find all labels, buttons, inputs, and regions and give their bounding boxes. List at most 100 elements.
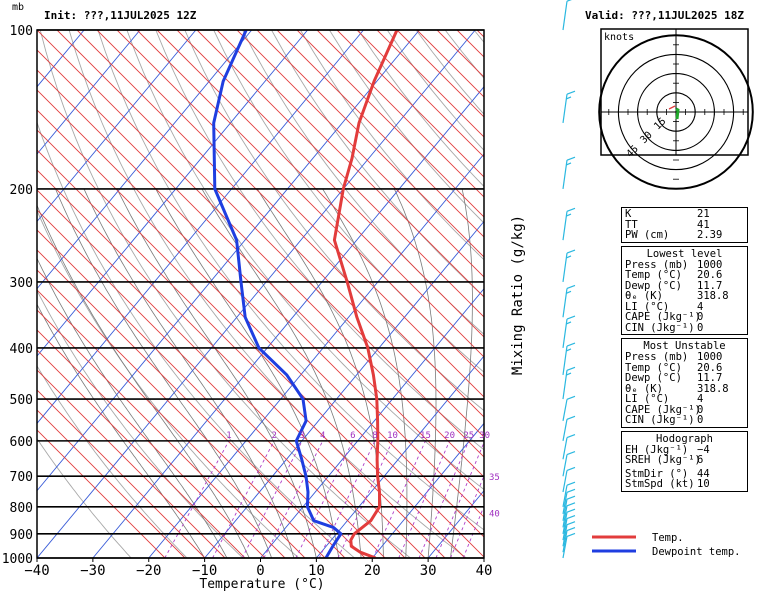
adiabat-line xyxy=(37,69,484,518)
mixing-ratio-line xyxy=(318,440,376,558)
hodograph-index-value: 10 xyxy=(697,478,710,490)
isotherm xyxy=(37,30,141,155)
x-tick-label: −20 xyxy=(136,563,161,579)
mixing-ratio-label: 35 xyxy=(489,473,500,483)
adiabat-line xyxy=(37,309,286,558)
hodograph-indices-box: Hodograph EH (Jkg⁻¹) −4 SREH (Jkg⁻¹) 6 StmDi… xyxy=(621,430,748,492)
general-index-row: K 21 xyxy=(625,209,744,220)
wind-barb xyxy=(562,395,576,422)
wind-barb xyxy=(562,434,576,460)
general-index-value: 21 xyxy=(697,208,710,220)
mixing-ratio-line xyxy=(435,441,484,558)
mixing-ratio-label: 1 xyxy=(226,431,231,441)
moist-adiabat xyxy=(55,188,273,558)
dry-adiabat xyxy=(184,30,484,412)
mixing-ratio-line xyxy=(462,504,484,558)
adiabat-line xyxy=(37,269,326,558)
isotherm xyxy=(37,30,420,492)
adiabat-line xyxy=(37,369,226,558)
hodograph-index-label: EH (Jkg⁻¹) xyxy=(625,443,689,456)
wind-barb xyxy=(562,284,576,318)
wind-barb xyxy=(562,0,572,31)
mixing-ratio-line xyxy=(295,440,354,558)
wind-barb xyxy=(562,488,576,514)
wind-barb xyxy=(562,514,576,541)
adiabat-line xyxy=(37,149,446,558)
storm-motion-marker xyxy=(668,105,676,110)
most-unstable-value: 20.6 xyxy=(697,361,723,374)
isotherm xyxy=(37,30,364,425)
x-tick-label: −10 xyxy=(192,563,217,579)
lowest-level-box: Lowest level Press (mb) 1000 Temp (°C) 20.6… xyxy=(621,245,748,335)
adiabat-line xyxy=(376,30,484,138)
most-unstable-label: Dewp (°C) xyxy=(625,372,682,384)
adiabat-line xyxy=(316,30,484,198)
adiabat-line xyxy=(37,109,484,558)
general-index-value: 41 xyxy=(697,218,710,231)
most-unstable-label: LI (°C) xyxy=(625,393,670,405)
valid-time: Valid: ???,11JUL2025 18Z xyxy=(585,9,744,22)
mixing-ratio-label: 6 xyxy=(350,431,355,441)
isotherm xyxy=(37,30,197,223)
init-time: Init: ???,11JUL2025 12Z xyxy=(44,9,197,22)
mixing-ratio-label: 15 xyxy=(420,431,431,441)
x-tick-label: 20 xyxy=(364,563,381,579)
adiabat-line xyxy=(256,30,484,258)
adiabat-line xyxy=(196,30,484,318)
x-tick-label: −30 xyxy=(80,563,105,579)
most-unstable-value: 0 xyxy=(697,414,704,426)
dry-adiabat xyxy=(213,30,484,373)
wind-barb xyxy=(562,415,576,441)
lowest-level-value: 0 xyxy=(697,321,704,334)
lowest-level-row: CAPE (Jkg⁻¹) 0 xyxy=(625,312,744,323)
lowest-level-value: 1000 xyxy=(697,258,723,271)
isotherm xyxy=(371,422,484,558)
pressure-tick-label: 300 xyxy=(10,276,33,291)
lowest-level-row: Press (mb) 1000 xyxy=(625,258,744,271)
pressure-tick-label: 200 xyxy=(10,183,33,198)
mixing-ratio-label: 8 xyxy=(372,431,377,441)
pressure-tick-label: 800 xyxy=(10,501,33,516)
adiabat-line xyxy=(296,30,484,218)
lowest-level-label: Temp (°C) xyxy=(625,269,682,281)
most-unstable-title: Most Unstable xyxy=(643,340,726,352)
wind-barb xyxy=(562,502,576,528)
most-unstable-value: 0 xyxy=(697,403,704,416)
lowest-level-value: 0 xyxy=(697,311,704,323)
pressure-tick-label: 600 xyxy=(10,435,33,450)
most-unstable-label: CIN (Jkg⁻¹) xyxy=(625,414,695,426)
dry-adiabat xyxy=(242,30,484,335)
pressure-tick-label: 900 xyxy=(10,528,33,543)
lowest-level-value: 4 xyxy=(697,300,704,313)
lowest-level-row: Dewp (°C) 11.7 xyxy=(625,280,744,292)
adiabat-line xyxy=(176,30,484,338)
dry-adiabat xyxy=(37,209,300,558)
isotherm xyxy=(260,288,484,558)
wind-barb xyxy=(562,156,576,190)
hodograph-index-value: 44 xyxy=(697,467,710,480)
mixing-ratio-label: 20 xyxy=(444,431,455,441)
adiabat-line xyxy=(96,30,484,418)
wind-barb xyxy=(562,508,576,534)
pressure-tick-label: 1000 xyxy=(2,552,33,567)
dry-adiabat xyxy=(37,365,188,558)
most-unstable-row: LI (°C) 4 xyxy=(625,394,744,405)
wind-barb xyxy=(562,249,576,283)
adiabat-line xyxy=(156,30,484,358)
general-index-label: K xyxy=(625,208,632,220)
wind-barb xyxy=(562,366,576,400)
adiabat-line xyxy=(76,30,484,438)
hodograph-index-value: 6 xyxy=(697,454,704,466)
general-index-label: PW (cm) xyxy=(625,229,670,241)
hodograph-trace xyxy=(675,107,680,120)
hodograph-index-value: −4 xyxy=(697,443,710,456)
pressure-tick-label: 100 xyxy=(10,24,33,39)
most-unstable-label: CAPE (Jkg⁻¹) xyxy=(625,403,701,416)
lowest-level-label: θₑ (K) xyxy=(625,290,663,302)
lowest-level-label: Press (mb) xyxy=(625,258,689,271)
legend-dewpoint-label: Dewpoint temp. xyxy=(652,546,741,558)
dry-adiabat xyxy=(155,30,484,451)
lowest-level-label: CIN (Jkg⁻¹) xyxy=(625,321,695,334)
hodograph-index-row: SREH (Jkg⁻¹) 6 xyxy=(625,455,744,466)
wind-barb xyxy=(562,527,576,553)
